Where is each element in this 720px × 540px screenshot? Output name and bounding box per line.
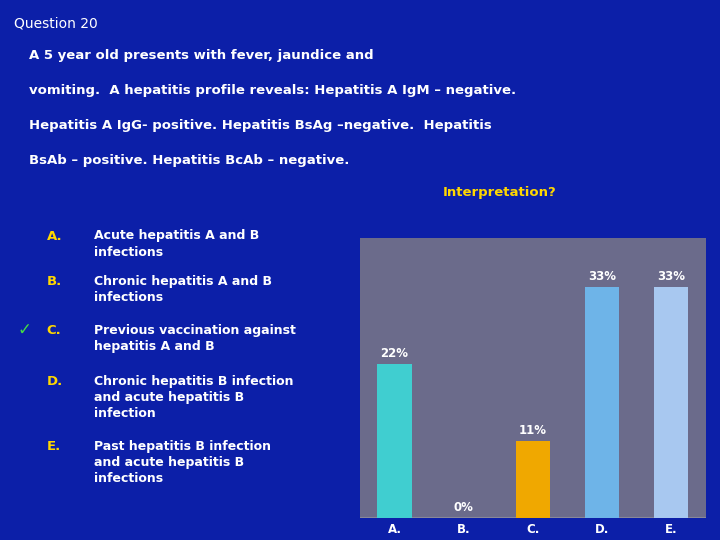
Text: Question 20: Question 20 — [14, 16, 98, 30]
Text: vomiting.  A hepatitis profile reveals: Hepatitis A IgM – negative.: vomiting. A hepatitis profile reveals: H… — [29, 84, 516, 97]
Text: Hepatitis A IgG- positive. Hepatitis BsAg –negative.  Hepatitis: Hepatitis A IgG- positive. Hepatitis BsA… — [29, 119, 492, 132]
Text: 11%: 11% — [519, 424, 546, 437]
Bar — [654, 287, 688, 518]
Text: 22%: 22% — [381, 347, 408, 360]
Text: 33%: 33% — [588, 269, 616, 282]
Text: Previous vaccination against
hepatitis A and B: Previous vaccination against hepatitis A… — [94, 324, 295, 353]
Text: A.: A. — [47, 230, 63, 242]
Text: Acute hepatitis A and B
infections: Acute hepatitis A and B infections — [94, 230, 259, 259]
Text: Chronic hepatitis A and B
infections: Chronic hepatitis A and B infections — [94, 275, 271, 305]
Text: Chronic hepatitis B infection
and acute hepatitis B
infection: Chronic hepatitis B infection and acute … — [94, 375, 293, 420]
Text: 0%: 0% — [454, 501, 474, 514]
Text: C.: C. — [47, 324, 61, 337]
Text: BsAb – positive. Hepatitis BcAb – negative.: BsAb – positive. Hepatitis BcAb – negati… — [29, 154, 349, 167]
Bar — [377, 364, 412, 518]
Text: D.: D. — [47, 375, 63, 388]
Text: Interpretation?: Interpretation? — [443, 186, 557, 199]
Bar — [516, 441, 550, 518]
Bar — [585, 287, 619, 518]
Text: B.: B. — [47, 275, 62, 288]
Text: A 5 year old presents with fever, jaundice and: A 5 year old presents with fever, jaundi… — [29, 49, 374, 62]
Text: ✓: ✓ — [18, 321, 32, 339]
Text: Past hepatitis B infection
and acute hepatitis B
infections: Past hepatitis B infection and acute hep… — [94, 440, 271, 485]
Text: E.: E. — [47, 440, 61, 453]
Text: 33%: 33% — [657, 269, 685, 282]
